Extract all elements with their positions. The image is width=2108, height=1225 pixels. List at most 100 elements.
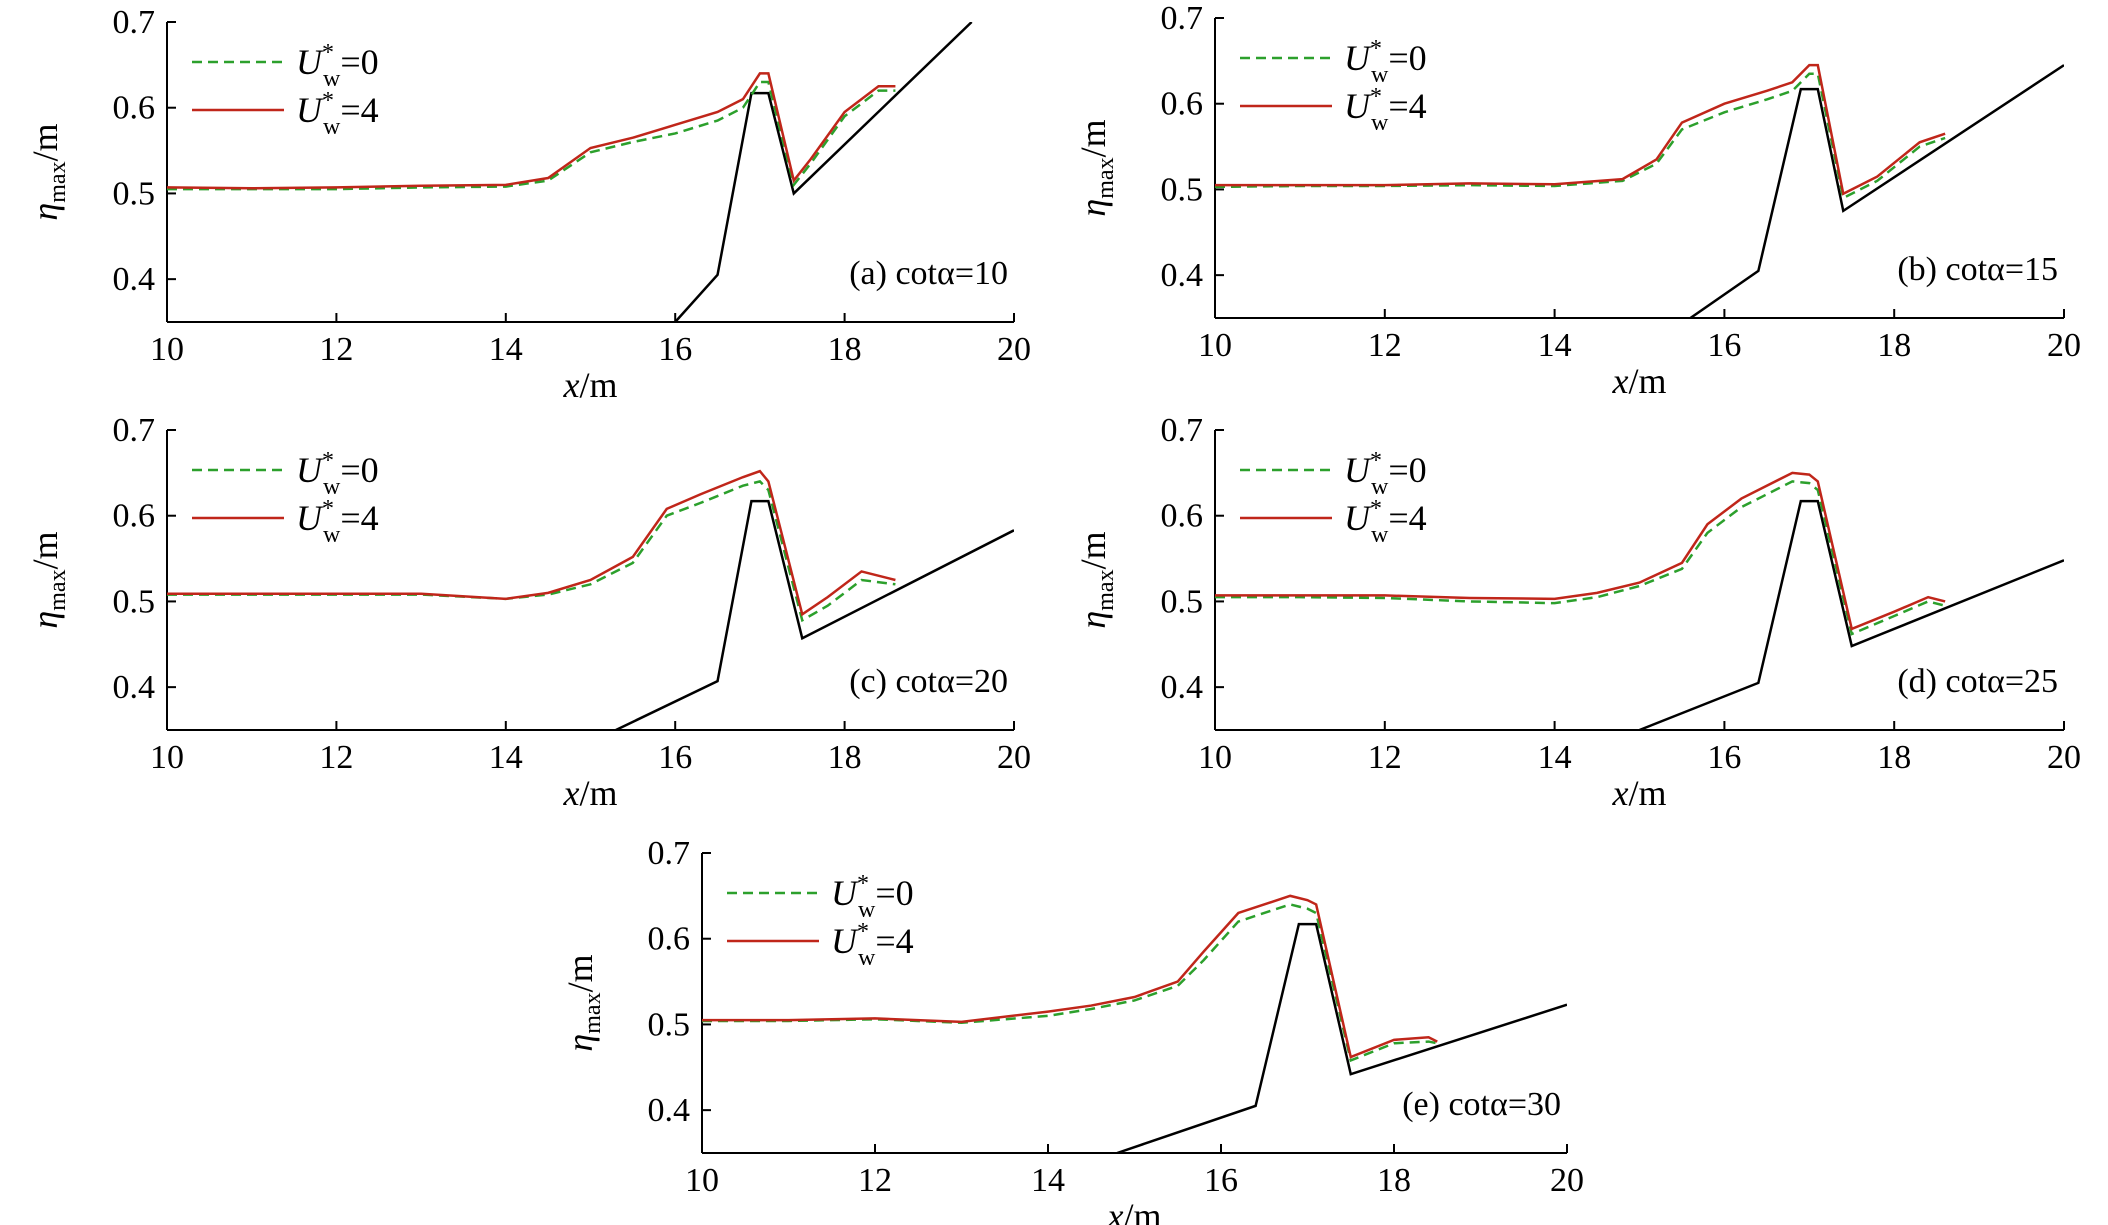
x-axis-label: x/m: [1107, 1196, 1162, 1225]
y-tick-label: 0.4: [1161, 257, 1204, 294]
structure-profile: [1639, 499, 2064, 730]
panel-e: 10 12 14 16 18 20 0.4 0.5 0.6 0.7 U* w=0U* w=4 (e) co…: [560, 835, 1584, 1225]
panel-label: (b) cotα=15: [1897, 251, 2058, 288]
x-tick-label: 18: [1877, 739, 1911, 776]
x-tick-label: 20: [1550, 1162, 1584, 1199]
x-tick-label: 16: [658, 331, 692, 368]
y-tick-label: 0.7: [1161, 412, 1204, 449]
y-tick-label: 0.4: [113, 261, 156, 298]
series-u4-line: [1215, 471, 1946, 631]
legend-label-u4: U* w=4: [1344, 496, 1427, 548]
legend: U* w=0U* w=4: [192, 448, 379, 548]
x-tick-label: 20: [2047, 327, 2081, 364]
legend-label-u4: U* w=4: [296, 88, 379, 140]
x-tick-label: 12: [1368, 327, 1402, 364]
series-u4-line: [1215, 63, 1946, 196]
x-tick-label: 16: [1707, 739, 1741, 776]
structure-profile: [1116, 922, 1567, 1153]
x-tick-label: 16: [1204, 1162, 1238, 1199]
series-u4-line: [167, 469, 896, 617]
y-tick-label: 0.6: [1161, 86, 1204, 123]
x-tick-label: 20: [997, 739, 1031, 776]
y-tick-label: 0.5: [113, 583, 156, 620]
y-tick-label: 0.6: [113, 90, 156, 127]
y-tick-label: 0.5: [113, 175, 156, 212]
x-axis-label: x/m: [1612, 773, 1667, 813]
y-axis-label: ηmax/m: [25, 123, 71, 220]
panel-label: (c) cotα=20: [849, 663, 1008, 700]
panel-c: 10 12 14 16 18 20 0.4 0.5 0.6 0.7 U* w=0U* w=4 (c) co…: [25, 412, 1031, 813]
x-tick-label: 16: [1707, 327, 1741, 364]
x-tick-label: 20: [997, 331, 1031, 368]
panel-b: 10 12 14 16 18 20 0.4 0.5 0.6 0.7 U* w=0U* w=4 (b) co…: [1073, 0, 2081, 401]
y-tick-label: 0.7: [113, 412, 156, 449]
y-axis-label: ηmax/m: [560, 954, 606, 1051]
series-u0-line: [167, 80, 896, 191]
x-tick-label: 10: [685, 1162, 719, 1199]
x-axis-label: x/m: [1612, 361, 1667, 401]
x-axis-label: x/m: [563, 773, 618, 813]
series-u4-line: [167, 72, 896, 190]
structure-profile: [674, 22, 973, 322]
panel-a: 10 12 14 16 18 20 0.4 0.5 0.6 0.7 U* w=0U* w=4 (a) co…: [25, 4, 1031, 405]
x-tick-label: 18: [828, 739, 862, 776]
series-u4-line: [702, 894, 1438, 1059]
x-tick-label: 12: [858, 1162, 892, 1199]
series-u0-line: [702, 903, 1438, 1063]
series-u0-line: [1215, 72, 1946, 200]
y-tick-label: 0.4: [1161, 669, 1204, 706]
legend-label-u0: U* w=0: [296, 448, 379, 500]
y-tick-label: 0.5: [648, 1006, 691, 1043]
y-tick-label: 0.7: [1161, 0, 1204, 37]
y-tick-label: 0.7: [648, 835, 691, 872]
y-axis-label: ηmax/m: [1073, 119, 1119, 216]
y-tick-label: 0.6: [1161, 498, 1204, 535]
x-axis-label: x/m: [563, 365, 618, 405]
structure-profile: [1689, 64, 2064, 318]
y-tick-label: 0.5: [1161, 583, 1204, 620]
x-tick-label: 12: [319, 739, 353, 776]
legend-label-u0: U* w=0: [831, 871, 914, 923]
y-tick-label: 0.6: [113, 498, 156, 535]
x-tick-label: 18: [1377, 1162, 1411, 1199]
x-tick-label: 16: [658, 739, 692, 776]
x-tick-label: 18: [1877, 327, 1911, 364]
x-tick-label: 10: [1198, 327, 1232, 364]
x-tick-label: 14: [1538, 327, 1572, 364]
panel-label: (d) cotα=25: [1897, 663, 2058, 700]
x-tick-label: 10: [150, 739, 184, 776]
y-tick-label: 0.5: [1161, 171, 1204, 208]
legend: U* w=0U* w=4: [192, 40, 379, 140]
structure-profile: [615, 499, 1014, 730]
x-tick-label: 14: [1031, 1162, 1065, 1199]
y-tick-label: 0.7: [113, 4, 156, 41]
legend: U* w=0U* w=4: [727, 871, 914, 971]
legend-label-u0: U* w=0: [1344, 448, 1427, 500]
x-tick-label: 18: [828, 331, 862, 368]
legend-label-u4: U* w=4: [831, 919, 914, 971]
y-tick-label: 0.4: [648, 1092, 691, 1129]
x-tick-label: 10: [1198, 739, 1232, 776]
series-u0-line: [1215, 480, 1946, 636]
x-tick-label: 14: [489, 739, 523, 776]
x-tick-label: 12: [1368, 739, 1402, 776]
legend: U* w=0U* w=4: [1240, 36, 1427, 136]
y-tick-label: 0.4: [113, 669, 156, 706]
legend: U* w=0U* w=4: [1240, 448, 1427, 548]
panel-label: (e) cotα=30: [1402, 1086, 1561, 1123]
x-tick-label: 20: [2047, 739, 2081, 776]
y-axis-label: ηmax/m: [1073, 531, 1119, 628]
legend-label-u4: U* w=4: [296, 496, 379, 548]
y-tick-label: 0.6: [648, 921, 691, 958]
legend-label-u0: U* w=0: [1344, 36, 1427, 88]
x-tick-label: 14: [1538, 739, 1572, 776]
panel-d: 10 12 14 16 18 20 0.4 0.5 0.6 0.7 U* w=0U* w=4 (d) co…: [1073, 412, 2081, 813]
x-tick-label: 12: [319, 331, 353, 368]
y-axis-label: ηmax/m: [25, 531, 71, 628]
x-tick-label: 14: [489, 331, 523, 368]
x-tick-label: 10: [150, 331, 184, 368]
legend-label-u4: U* w=4: [1344, 84, 1427, 136]
panel-label: (a) cotα=10: [849, 255, 1008, 292]
legend-label-u0: U* w=0: [296, 40, 379, 92]
